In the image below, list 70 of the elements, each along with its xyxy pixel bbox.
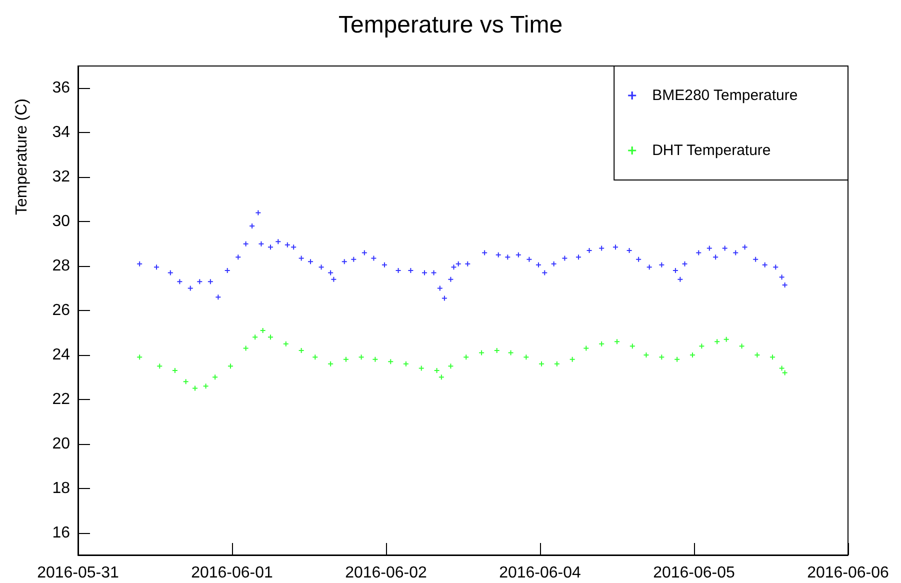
y-tick-label: 36 xyxy=(52,80,70,97)
y-tick-label: 16 xyxy=(52,524,70,542)
point xyxy=(228,364,233,369)
y-axis-title: Temperature (C) xyxy=(14,98,30,215)
point xyxy=(137,354,142,360)
point xyxy=(448,364,454,369)
point xyxy=(770,354,776,360)
point xyxy=(782,370,788,376)
point xyxy=(599,341,604,346)
point xyxy=(312,354,318,360)
point xyxy=(183,379,188,384)
point xyxy=(403,361,408,366)
point xyxy=(584,346,589,351)
point xyxy=(754,352,760,358)
point xyxy=(614,339,620,344)
point xyxy=(434,368,440,374)
point xyxy=(508,350,514,356)
point xyxy=(644,352,649,358)
y-tick-label: 32 xyxy=(52,168,70,186)
y-tick-label: 22 xyxy=(52,390,70,408)
y-tick-label: 20 xyxy=(52,435,70,452)
point xyxy=(298,348,304,354)
point xyxy=(283,341,288,346)
chart-title: Temperature vs Time xyxy=(338,12,563,38)
legend-label: DHT Temperature xyxy=(652,142,771,159)
point xyxy=(724,336,729,342)
y-tick-label: 24 xyxy=(52,346,70,364)
point xyxy=(479,350,484,356)
y-tick-label: 34 xyxy=(52,124,70,142)
point xyxy=(494,348,500,354)
point xyxy=(172,368,178,374)
point xyxy=(464,354,469,360)
point xyxy=(524,354,529,360)
point xyxy=(714,339,720,344)
x-tick-label: 2016-06-04 xyxy=(499,564,582,582)
point xyxy=(358,354,364,360)
point xyxy=(192,386,198,391)
point xyxy=(243,346,248,351)
point xyxy=(699,344,704,349)
point xyxy=(418,366,424,371)
point xyxy=(739,344,744,349)
point xyxy=(630,344,635,349)
point xyxy=(212,374,218,380)
x-tick-label: 2016-05-31 xyxy=(37,564,120,582)
point xyxy=(372,356,378,362)
x-tick-label: 2016-06-01 xyxy=(191,564,274,582)
point xyxy=(157,364,162,369)
y-tick-label: 30 xyxy=(52,213,70,230)
point xyxy=(674,356,680,362)
point xyxy=(388,359,394,364)
point xyxy=(328,361,334,366)
point xyxy=(203,384,208,389)
point xyxy=(554,361,560,366)
point xyxy=(252,334,258,340)
point xyxy=(659,354,664,360)
point xyxy=(779,366,784,371)
x-tick-label: 2016-06-06 xyxy=(807,564,890,582)
x-tick-label: 2016-06-05 xyxy=(653,564,736,582)
y-tick-label: 18 xyxy=(52,480,70,497)
point xyxy=(343,356,348,362)
point xyxy=(438,374,444,380)
y-tick-label: 28 xyxy=(52,258,70,275)
point xyxy=(570,356,575,362)
point xyxy=(260,328,266,334)
x-tick-label: 2016-06-02 xyxy=(345,564,428,582)
y-tick-label: 26 xyxy=(52,302,70,319)
point xyxy=(268,334,273,340)
point xyxy=(690,352,695,358)
legend-label: BME280 Temperature xyxy=(652,87,798,104)
point xyxy=(539,361,544,366)
